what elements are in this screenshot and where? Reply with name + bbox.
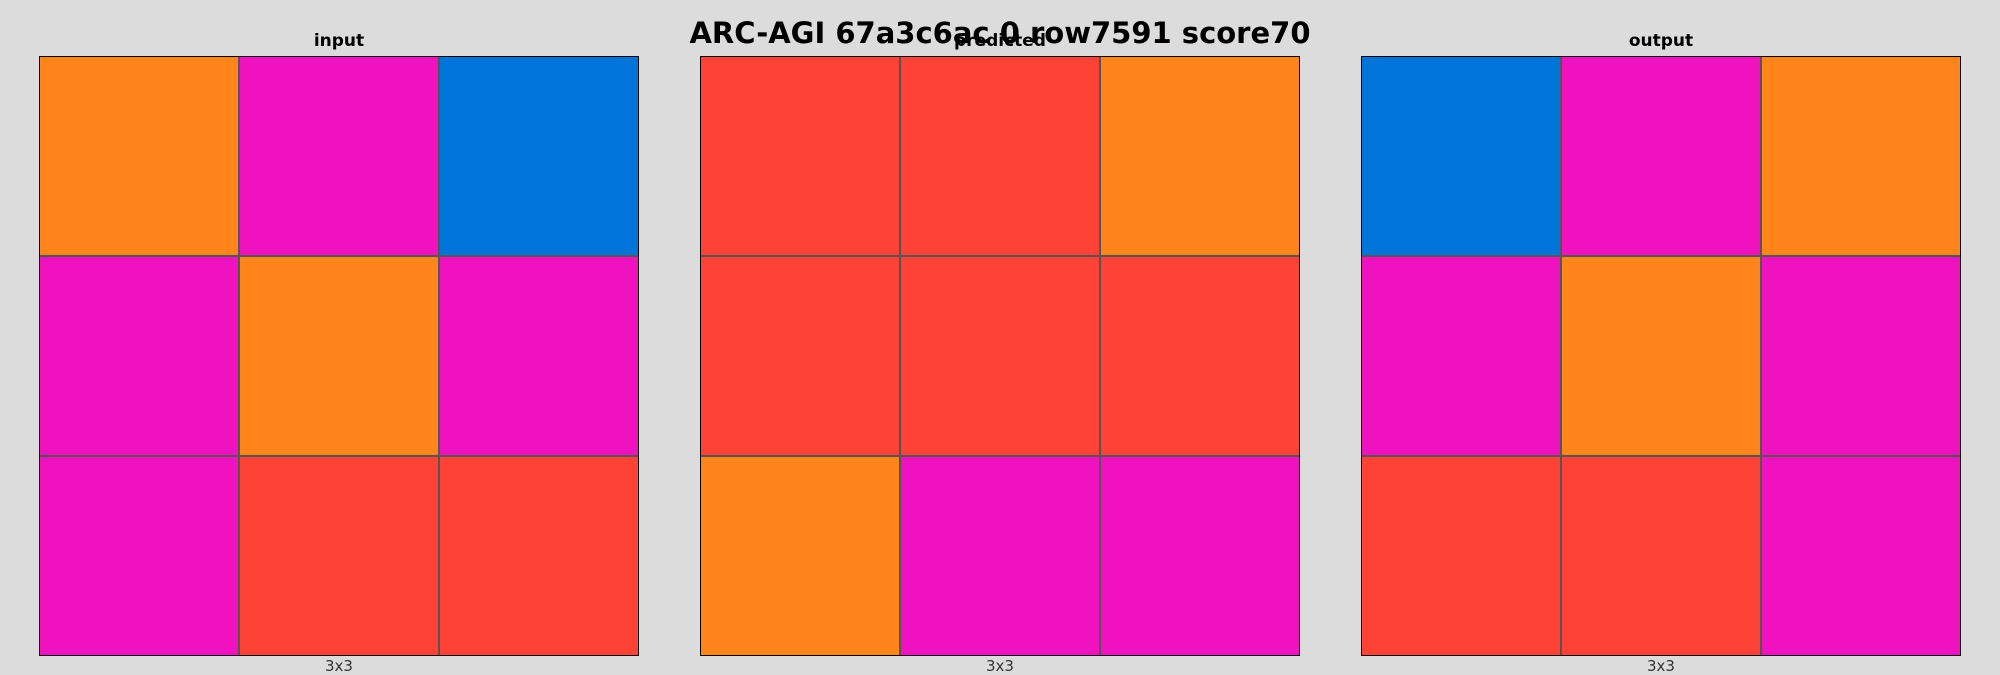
- output-panel-label: output: [1628, 31, 1694, 51]
- grid-cell: [440, 57, 638, 255]
- input-panel-label: input: [313, 31, 365, 51]
- grid-cell: [1101, 457, 1299, 655]
- grid-cell: [40, 457, 238, 655]
- grid-cell: [1101, 57, 1299, 255]
- grid-cell: [901, 457, 1099, 655]
- grid-cell: [240, 57, 438, 255]
- output-grid-size: 3x3: [1647, 657, 1675, 675]
- grid-cell: [1362, 457, 1560, 655]
- grid-cell: [1762, 457, 1960, 655]
- grid-cell: [240, 457, 438, 655]
- grid-cell: [701, 57, 899, 255]
- grid-cell: [1762, 57, 1960, 255]
- output-panel: output 3x3: [1361, 0, 1961, 675]
- grid-cell: [1362, 257, 1560, 455]
- grid-cell: [901, 257, 1099, 455]
- grid-cell: [440, 457, 638, 655]
- predicted-panel: predicted 3x3: [700, 0, 1300, 675]
- grid-cell: [40, 257, 238, 455]
- output-grid: [1361, 56, 1961, 656]
- predicted-grid: [700, 56, 1300, 656]
- input-grid-size: 3x3: [325, 657, 353, 675]
- input-panel: input 3x3: [39, 0, 639, 675]
- predicted-panel-label: predicted: [954, 31, 1046, 51]
- input-grid: [39, 56, 639, 656]
- grid-cell: [40, 57, 238, 255]
- grid-cell: [901, 57, 1099, 255]
- grid-cell: [1362, 57, 1560, 255]
- predicted-grid-size: 3x3: [986, 657, 1014, 675]
- grid-cell: [240, 257, 438, 455]
- grid-cell: [1762, 257, 1960, 455]
- grid-cell: [1562, 57, 1760, 255]
- grid-cell: [701, 457, 899, 655]
- grid-cell: [1562, 257, 1760, 455]
- grid-cell: [1101, 257, 1299, 455]
- grid-cell: [440, 257, 638, 455]
- grid-cell: [701, 257, 899, 455]
- grid-cell: [1562, 457, 1760, 655]
